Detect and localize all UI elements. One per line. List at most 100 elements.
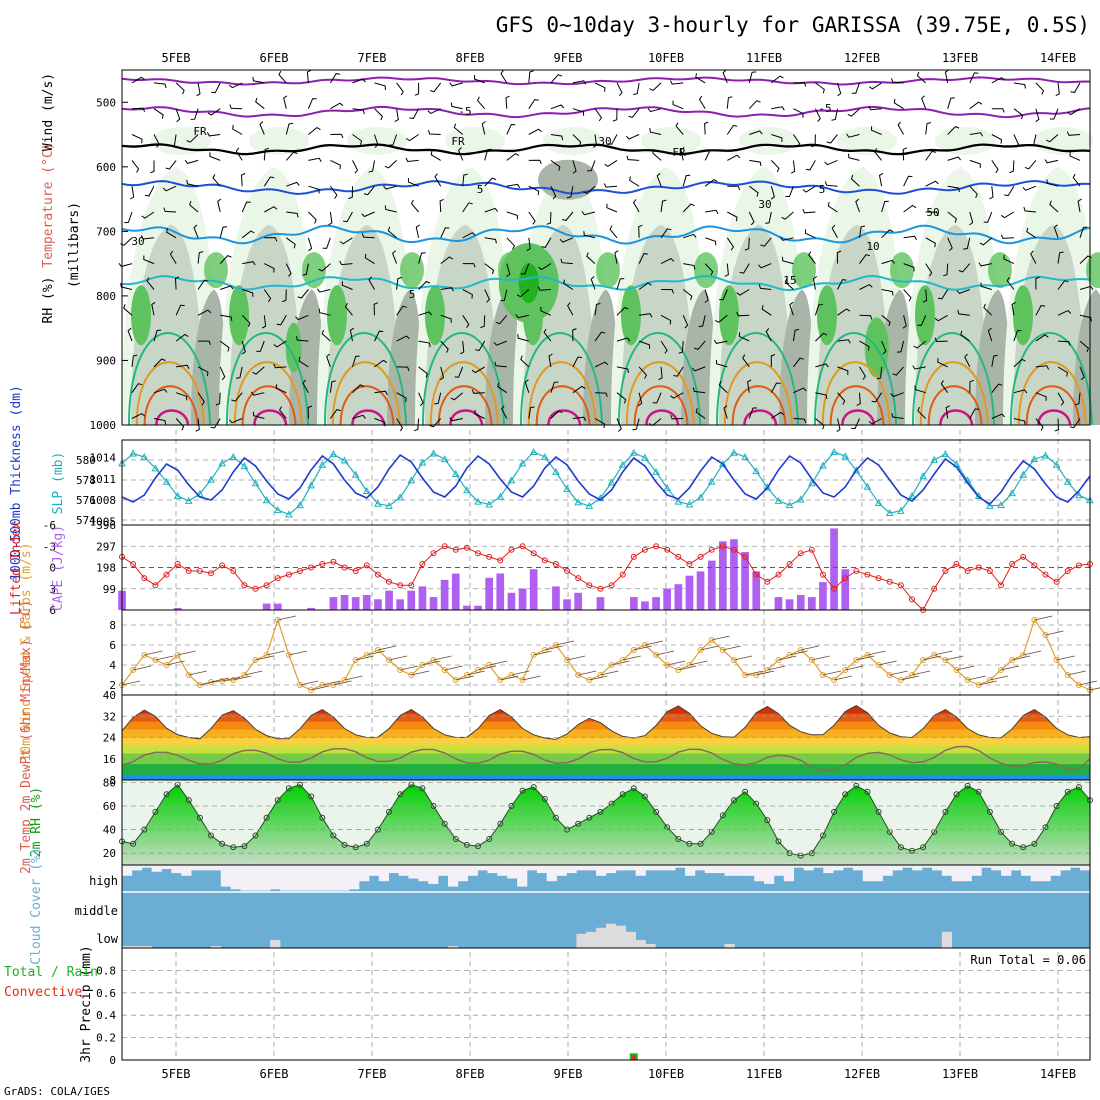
wind-barb (991, 413, 1006, 419)
rh2m-line-point (1009, 840, 1016, 847)
cape-bar (518, 588, 527, 610)
cloud-high-clear (764, 865, 775, 884)
wind10m-line-point (564, 657, 571, 663)
wind-barb (770, 354, 776, 367)
wind-barb (1057, 309, 1072, 316)
wind-barb (722, 69, 728, 84)
wind10m-line-point (575, 672, 582, 678)
wind-barb (831, 108, 838, 121)
surface-wind-barb (722, 645, 741, 651)
cloud-high-clear (151, 865, 162, 872)
wind-barb (308, 126, 321, 135)
surface-wind-barb (711, 635, 730, 641)
cloud-high-clear (606, 865, 617, 874)
rh2m-line-point (441, 820, 448, 827)
surface-wind-barb (233, 675, 252, 681)
li-tick-label: -6 (43, 519, 56, 532)
rh-upper-blob (837, 127, 897, 155)
wind-barb (174, 276, 180, 290)
wind-barb (587, 160, 596, 172)
wind-barb (396, 82, 404, 96)
cloud-high-clear (892, 865, 903, 871)
lifted-index-line-point (208, 570, 214, 577)
wind-barb (374, 330, 384, 342)
rh-green-blob (792, 252, 816, 289)
wind-barb (241, 201, 251, 213)
wind-barb (1011, 301, 1016, 316)
wind-barb (170, 134, 177, 147)
boundary-layer-arch (919, 361, 989, 426)
wind-barb (144, 185, 155, 197)
wind-barb (1079, 226, 1088, 238)
rh-gray-column (681, 289, 716, 425)
wind-barb (856, 392, 861, 406)
rh2m-line-point (653, 808, 660, 815)
wind-barb (263, 289, 272, 303)
wind-barb (824, 159, 838, 166)
temp-tick-label: 24 (103, 732, 117, 745)
wind-barb (874, 148, 882, 161)
slp-line-point (240, 462, 249, 470)
rh2m-line-point (397, 791, 404, 798)
wind-barb (925, 122, 932, 135)
cloud-high-clear (685, 865, 696, 876)
wind-barb (197, 392, 205, 406)
cloud-high-clear (546, 865, 557, 882)
wind-barb (1057, 340, 1071, 346)
surface-wind-barb (244, 670, 263, 676)
cape-bar (273, 603, 282, 610)
wind-barb (190, 108, 199, 120)
wind-barb (871, 392, 883, 403)
wind-barb (264, 237, 278, 242)
rh-mid-plume (621, 224, 696, 425)
cloud-high-clear (734, 865, 745, 876)
wind-barb (660, 340, 668, 354)
wind-barb (550, 104, 565, 110)
rh2m-line-point (285, 785, 292, 792)
wind-barb (572, 356, 582, 368)
temp-tick-label: 8 (109, 774, 116, 787)
wind-barb (847, 108, 860, 117)
wind-barb (278, 406, 287, 419)
wind-barb (505, 95, 510, 109)
wind-barb (1053, 224, 1059, 238)
lifted-index-line-point (497, 557, 504, 564)
wind-barb (815, 392, 828, 399)
slp-line-point (885, 508, 894, 516)
cloud-high-clear (309, 865, 320, 891)
cape-bar (351, 597, 360, 610)
contour-label: 50 (926, 206, 939, 219)
precip-frame (121, 947, 1091, 1061)
lifted-index-line-point (252, 585, 259, 592)
lifted-index-line-point (697, 553, 704, 560)
wind10m-line-point (1042, 632, 1049, 638)
wind-tick-label: 6 (109, 639, 116, 652)
lifted-index-line-point (341, 564, 348, 571)
slp-line-point (552, 467, 560, 475)
slp-line-point (930, 455, 939, 463)
wind-barb (632, 199, 640, 213)
wind-barb (273, 340, 287, 348)
lifted-index-line-point (308, 564, 315, 571)
wind-barb (1013, 134, 1020, 148)
surface-wind-barb (756, 670, 775, 676)
wind-barb (891, 412, 904, 419)
wind-barb (758, 284, 772, 290)
wind-barb (242, 289, 254, 297)
wind-barb (811, 134, 816, 148)
surface-wind-barb (811, 655, 830, 661)
thickness-tick-label: 580 (76, 454, 96, 467)
wind-barb (212, 174, 221, 187)
slp-line-point (184, 496, 193, 504)
wind-barb (471, 389, 485, 394)
cape-bar (529, 569, 538, 610)
wind-barb (131, 107, 146, 113)
wind-barb (440, 366, 445, 381)
wind-barb (793, 82, 807, 87)
surface-wind-barb (210, 677, 230, 683)
surface-wind-barb (767, 665, 786, 671)
surface-wind-barb (177, 650, 196, 656)
rh-green-blob (131, 285, 151, 346)
surface-wind-barb (455, 675, 474, 681)
wind10m-line-point (708, 637, 715, 643)
